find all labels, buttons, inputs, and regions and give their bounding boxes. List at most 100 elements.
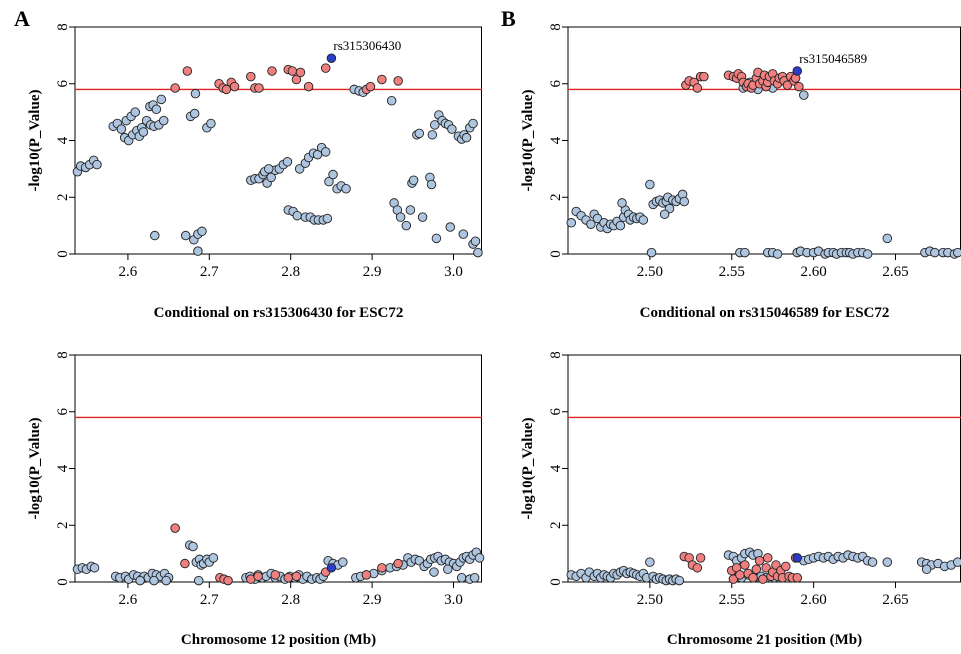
snp-point-high-ld [393, 558, 403, 569]
snp-point [322, 213, 333, 224]
x-tick-label: 2.7 [200, 592, 219, 608]
panel-c: 0 2 4 6 8 2.6 2.7 2.8 2.9 3.0 -log10(P_Value) Chrom… [27, 351, 485, 648]
lead-snp-point [326, 563, 337, 573]
snp-point-high-ld [748, 572, 758, 583]
snp-point-high-ld [754, 555, 765, 566]
snp-point [921, 564, 932, 574]
snp-point [149, 575, 159, 586]
y-tick-label: 6 [548, 80, 564, 88]
snp-point [468, 118, 478, 129]
x-tick-label: 2.60 [801, 592, 827, 608]
snp-point [592, 213, 603, 224]
snp-point [646, 247, 657, 258]
snp-point-high-ld [295, 67, 306, 78]
snp-point-high-ld [735, 570, 745, 580]
snp-point [405, 205, 416, 215]
snp-point [799, 90, 809, 100]
snp-point [566, 218, 577, 228]
y-tick-label: 6 [55, 408, 71, 416]
snp-point-high-ld [170, 83, 180, 93]
snp-point [294, 164, 305, 174]
x-axis-title: Chromosome 12 position (Mb) [181, 632, 376, 648]
y-tick-label: 8 [548, 23, 564, 31]
snp-point [674, 575, 685, 586]
snp-point [461, 132, 472, 143]
y-tick-label: 8 [548, 351, 564, 359]
snp-point [156, 94, 167, 105]
snp-point [952, 557, 961, 567]
snp-point [312, 149, 323, 160]
snp-point [180, 230, 191, 241]
snp-point [615, 220, 626, 231]
snp-point [740, 247, 750, 258]
snp-point-high-ld [229, 81, 240, 92]
plot-frame [567, 354, 961, 583]
x-tick-label: 2.50 [637, 264, 663, 280]
y-tick-label: 6 [548, 408, 564, 416]
snp-point-high-ld [361, 570, 372, 580]
snp-point-high-ld [303, 81, 314, 92]
snp-point-high-ld [758, 574, 768, 584]
y-tick-label: 4 [548, 464, 564, 472]
snp-point [116, 124, 127, 134]
snp-point [135, 575, 145, 586]
plot-frame [74, 354, 482, 583]
snp-point [89, 563, 100, 573]
snp-point-high-ld [267, 66, 277, 76]
x-tick-label: 2.50 [637, 592, 663, 608]
snp-point-high-ld [699, 71, 709, 82]
snp-point [426, 179, 437, 190]
panel-letter-a: A [14, 6, 30, 31]
snp-point [431, 233, 442, 244]
snp-point [341, 183, 351, 194]
snp-point [617, 198, 627, 208]
y-tick-label: 6 [55, 80, 71, 88]
snp-point [867, 557, 878, 567]
snp-point [458, 229, 469, 239]
snp-point [320, 147, 331, 157]
snp-point-high-ld [291, 571, 302, 582]
y-axis-title: -log10(P_Value) [520, 418, 536, 520]
snp-point-high-ld [781, 561, 791, 572]
snp-point [447, 124, 457, 134]
x-axis-title: Conditional on rs315306430 for ESC72 [154, 305, 404, 321]
snp-point [190, 88, 201, 99]
snp-point [188, 541, 198, 552]
snp-point-high-ld [763, 553, 773, 563]
snp-point-high-ld [221, 84, 232, 95]
snp-point [150, 230, 160, 241]
x-tick-label: 3.0 [444, 592, 463, 608]
snp-point [474, 553, 485, 563]
snp-point-high-ld [792, 572, 803, 583]
snp-point-high-ld [223, 575, 233, 586]
x-tick-label: 2.8 [281, 592, 300, 608]
y-tick-label: 2 [548, 194, 564, 202]
y-axis-title: -log10(P_Value) [27, 90, 43, 192]
y-tick-label: 2 [55, 522, 71, 530]
x-tick-label: 2.9 [363, 264, 382, 280]
snp-point [470, 236, 481, 246]
snp-point [772, 249, 783, 259]
snp-point-high-ld [692, 83, 703, 93]
panel-d: 0 2 4 6 8 2.50 2.55 2.60 2.65 -log10(P_Value) Chro… [520, 351, 961, 648]
snp-point [417, 212, 428, 222]
chart-panels: 0 2 4 6 8 2.6 2.7 2.8 2.9 3.0 -log10(P_Value) Condi… [27, 23, 961, 648]
lead-snp-point [792, 66, 803, 76]
snp-point [92, 159, 102, 170]
snp-point [659, 209, 670, 220]
lead-snp-point [792, 553, 803, 563]
snp-point [443, 564, 453, 574]
snp-point [158, 115, 169, 126]
snp-point [586, 219, 596, 229]
x-tick-label: 2.55 [719, 592, 745, 608]
x-tick-label: 3.0 [444, 264, 463, 280]
snp-point-high-ld [320, 63, 331, 73]
y-tick-label: 2 [548, 522, 564, 530]
snp-point [445, 222, 456, 232]
snp-point-high-ld [751, 564, 762, 574]
snp-point [193, 246, 203, 256]
x-tick-label: 2.60 [801, 264, 827, 280]
snp-point [130, 107, 140, 117]
panel-b: 0 2 4 6 8 2.50 2.55 2.60 2.65 -log10(P_Value) Cond… [520, 23, 961, 321]
